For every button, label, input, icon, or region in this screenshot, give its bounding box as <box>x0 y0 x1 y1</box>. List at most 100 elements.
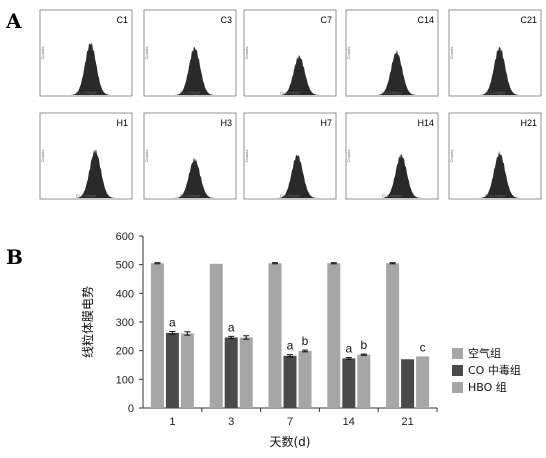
bar <box>386 263 400 408</box>
significance-label: a <box>287 339 294 353</box>
histogram-y-label: Counts <box>346 150 351 163</box>
histogram-label: C3 <box>220 15 232 25</box>
histogram-y-label: Counts <box>40 47 45 60</box>
histogram-peak <box>450 150 540 198</box>
histogram-x-label: FL1-Height <box>180 193 201 198</box>
x-tick-label: 1 <box>169 416 175 428</box>
histogram-peak <box>347 49 437 95</box>
bar <box>342 358 356 408</box>
histogram-panel: C7 FL1-Height Counts <box>243 9 337 97</box>
histogram-frame <box>345 112 439 200</box>
histogram-peak <box>347 153 437 198</box>
histogram-label: H14 <box>417 118 434 128</box>
histogram-x-label: FL1-Height <box>382 193 403 198</box>
bar <box>327 263 341 408</box>
bar <box>165 332 179 408</box>
histogram-panel: H7 FL1-Height Counts <box>243 112 337 200</box>
significance-label: b <box>360 338 367 352</box>
histogram-x-label: FL1-Height <box>485 193 506 198</box>
histogram-x-label: FL1-Height <box>76 193 97 198</box>
significance-label: a <box>228 320 235 334</box>
histogram-panel: C3 FL1-Height Counts <box>143 9 237 97</box>
histogram-frame <box>39 112 133 200</box>
bar <box>180 333 194 408</box>
x-axis-title: 天数(d) <box>270 434 311 449</box>
histogram-y-label: Counts <box>449 47 454 60</box>
histogram-peak <box>245 54 335 95</box>
histogram-y-label: Counts <box>144 150 149 163</box>
histogram-label: H7 <box>320 118 332 128</box>
legend-swatch <box>452 382 463 393</box>
bar <box>357 354 371 408</box>
significance-label: a <box>345 342 352 356</box>
histogram-y-label: Counts <box>40 150 45 163</box>
bar <box>298 350 312 408</box>
histogram-x-label: FL1-Height <box>280 193 301 198</box>
histogram-label: C1 <box>116 15 128 25</box>
y-tick-label: 400 <box>116 288 134 300</box>
histogram-panel: H21 FL1-Height Counts <box>448 112 542 200</box>
histogram-panel: C1 FL1-Height Counts <box>39 9 133 97</box>
histogram-peak <box>41 148 131 198</box>
histogram-panel: H1 FL1-Height Counts <box>39 112 133 200</box>
bar <box>283 355 297 408</box>
histogram-y-label: Counts <box>346 47 351 60</box>
histogram-peak <box>145 46 235 95</box>
histogram-y-label: Counts <box>449 150 454 163</box>
significance-label: c <box>420 340 426 354</box>
legend-label: 空气组 <box>468 346 501 360</box>
legend-swatch <box>452 348 463 359</box>
bar <box>268 263 282 408</box>
panel-b-letter: B <box>6 245 23 269</box>
x-tick-label: 21 <box>401 416 413 428</box>
bar <box>401 359 415 408</box>
histogram-label: H3 <box>220 118 232 128</box>
bar <box>209 263 223 408</box>
histogram-x-label: FL1-Height <box>180 90 201 95</box>
histogram-panel: C14 FL1-Height Counts <box>345 9 439 97</box>
histogram-peak <box>450 46 540 95</box>
y-tick-label: 600 <box>116 231 134 243</box>
histogram-label: H1 <box>116 118 128 128</box>
histogram-x-label: FL1-Height <box>382 90 403 95</box>
histogram-panel: C21 FL1-Height Counts <box>448 9 542 97</box>
histogram-label: C21 <box>520 15 537 25</box>
bar <box>416 356 430 408</box>
legend-label: HBO 组 <box>468 380 507 394</box>
histogram-y-label: Counts <box>144 47 149 60</box>
histogram-peak <box>245 154 335 198</box>
histogram-y-label: Counts <box>244 47 249 60</box>
bar <box>150 263 164 408</box>
x-tick-label: 3 <box>228 416 234 428</box>
histogram-frame <box>243 9 337 97</box>
significance-label: b <box>302 334 309 348</box>
histogram-y-label: Counts <box>244 150 249 163</box>
histogram-label: H21 <box>520 118 537 128</box>
x-tick-label: 14 <box>343 416 355 428</box>
histogram-x-label: FL1-Height <box>76 90 97 95</box>
bar <box>239 337 253 408</box>
histogram-panel: H3 FL1-Height Counts <box>143 112 237 200</box>
y-tick-label: 500 <box>116 260 134 272</box>
x-tick-label: 7 <box>287 416 293 428</box>
bar <box>224 337 238 408</box>
legend-label: CO 中毒组 <box>468 363 521 377</box>
y-tick-label: 200 <box>116 346 134 358</box>
panel-a-letter: A <box>5 9 22 33</box>
histogram-label: C7 <box>320 15 332 25</box>
y-axis-title: 线粒体膜电势 <box>80 286 95 358</box>
histogram-x-label: FL1-Height <box>280 90 301 95</box>
histogram-panel: H14 FL1-Height Counts <box>345 112 439 200</box>
y-tick-label: 0 <box>128 403 134 415</box>
y-tick-label: 100 <box>116 374 134 386</box>
histogram-label: C14 <box>417 15 434 25</box>
histogram-grid: C1 FL1-Height Counts C3 FL1-Height Counts C7 FL… <box>39 9 542 200</box>
legend-swatch <box>452 365 463 376</box>
histogram-peak <box>41 42 131 95</box>
histogram-x-label: FL1-Height <box>485 90 506 95</box>
significance-label: a <box>169 315 176 329</box>
histogram-peak <box>145 157 235 198</box>
y-tick-label: 300 <box>116 317 134 329</box>
